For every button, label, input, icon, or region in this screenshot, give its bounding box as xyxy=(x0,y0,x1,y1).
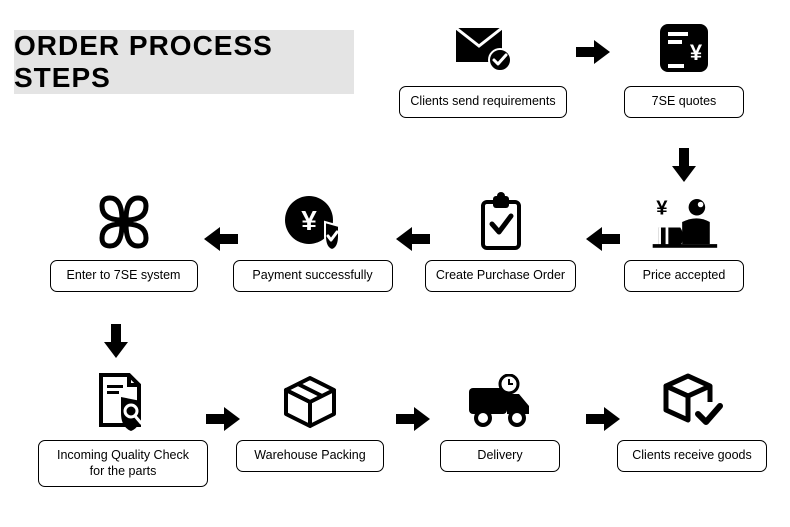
doc-shield-icon xyxy=(88,370,158,434)
step-incoming-quality-check: Incoming Quality Check for the parts xyxy=(38,370,208,487)
step-payment-successfully: ¥ Payment successfully xyxy=(230,190,395,292)
step-label: Price accepted xyxy=(624,260,744,292)
step-label: Payment successfully xyxy=(233,260,393,292)
page-title: ORDER PROCESS STEPS xyxy=(14,30,354,94)
svg-text:¥: ¥ xyxy=(690,40,703,65)
invoice-yen-icon: ¥ xyxy=(649,16,719,80)
box-cube-icon xyxy=(275,370,345,434)
step-label: 7SE quotes xyxy=(624,86,744,118)
arrow-right-icon xyxy=(396,405,430,433)
step-label: Delivery xyxy=(440,440,560,472)
step-label: Clients receive goods xyxy=(617,440,767,472)
title-banner: ORDER PROCESS STEPS xyxy=(14,30,354,94)
step-create-purchase-order: Create Purchase Order xyxy=(418,190,583,292)
step-7se-quotes: ¥ 7SE quotes xyxy=(614,16,754,118)
svg-text:¥: ¥ xyxy=(656,198,668,220)
step-label: Clients send requirements xyxy=(399,86,567,118)
arrow-right-icon xyxy=(576,38,610,66)
step-enter-to-7se-system: Enter to 7SE system xyxy=(46,190,201,292)
grid-petals-icon xyxy=(89,190,159,254)
yen-shield-icon: ¥ xyxy=(278,190,348,254)
svg-text:¥: ¥ xyxy=(301,205,317,236)
step-label: Create Purchase Order xyxy=(425,260,576,292)
arrow-down-icon xyxy=(102,324,130,358)
arrow-down-icon xyxy=(670,148,698,182)
arrow-left-icon xyxy=(586,225,620,253)
arrow-left-icon xyxy=(396,225,430,253)
step-label: Enter to 7SE system xyxy=(50,260,198,292)
step-label: Warehouse Packing xyxy=(236,440,384,472)
step-warehouse-packing: Warehouse Packing xyxy=(230,370,390,472)
truck-clock-icon xyxy=(465,370,535,434)
step-clients-receive-goods: Clients receive goods xyxy=(612,370,772,472)
box-check-icon xyxy=(657,370,727,434)
person-yen-icon: ¥ xyxy=(649,190,719,254)
step-label: Incoming Quality Check for the parts xyxy=(38,440,208,487)
envelope-check-icon xyxy=(448,16,518,80)
arrow-right-icon xyxy=(586,405,620,433)
clipboard-check-icon xyxy=(466,190,536,254)
step-price-accepted: ¥ Price accepted xyxy=(614,190,754,292)
arrow-left-icon xyxy=(204,225,238,253)
arrow-right-icon xyxy=(206,405,240,433)
step-delivery: Delivery xyxy=(420,370,580,472)
step-clients-send-requirements: Clients send requirements xyxy=(398,16,568,118)
